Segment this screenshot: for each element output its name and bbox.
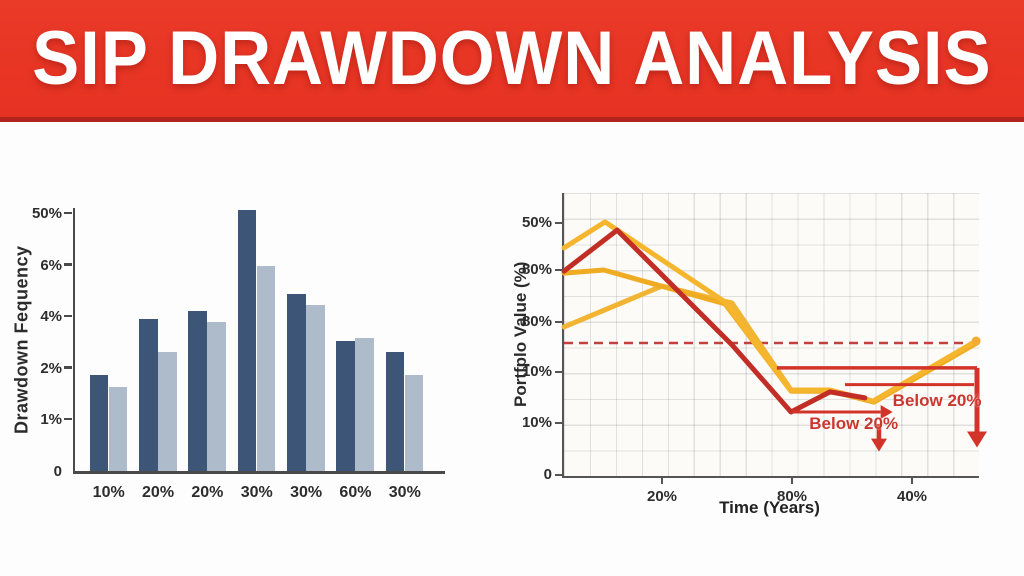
- bar-chart-x-tick-label: 20%: [191, 484, 224, 501]
- bar-chart-x-tick-label: 30%: [240, 484, 273, 501]
- line-chart-x-tick-label: 40%: [896, 488, 928, 505]
- bar-chart-y-tick-label: 2%: [40, 359, 62, 377]
- bar-chart-y-tick-label: 1%: [40, 411, 62, 429]
- bar-light-blue-bars: [404, 375, 424, 471]
- bar-dark-blue-bars: [385, 352, 405, 471]
- series-red-line: [561, 227, 868, 415]
- line-chart-x-tick-label: 20%: [646, 488, 678, 505]
- bar-light-blue-bars: [256, 265, 276, 471]
- bar-light-blue-bars: [158, 351, 177, 471]
- line-chart-x-tick-mark: [791, 478, 793, 484]
- bar-chart-y-tick-mark: [64, 263, 72, 266]
- line-chart-y-tick-mark: [555, 320, 562, 323]
- bar-chart-y-tick-label: 0: [53, 463, 62, 480]
- line-chart-y-tick-label: 50%: [521, 213, 552, 231]
- yellow-end-dot: [971, 336, 981, 346]
- annotation-below-20-left: Below 20%: [809, 413, 899, 433]
- line-chart-x-tick-mark: [661, 478, 663, 484]
- line-chart-y-tick-label: 80%: [521, 312, 552, 330]
- bar-chart-y-tick-mark: [64, 417, 72, 421]
- bar-light-blue-bars: [207, 321, 226, 471]
- line-chart-y-tick-mark: [555, 421, 562, 424]
- line-chart-y-tick-mark: [555, 473, 562, 476]
- banner: SIP DRAWDOWN ANALYSIS: [0, 0, 1024, 122]
- bar-chart-y-tick-mark: [64, 366, 72, 369]
- bar-chart-x-tick-label: 30%: [388, 484, 421, 501]
- bar-dark-blue-bars: [237, 209, 257, 471]
- line-chart-y-tick-mark: [555, 269, 562, 271]
- bar-chart-y-tick-mark: [64, 211, 72, 214]
- bar-dark-blue-bars: [89, 375, 109, 471]
- line-chart-y-axis-label: Portfplo Value (%): [511, 261, 530, 408]
- bar-chart-y-tick-label: 6%: [40, 256, 62, 274]
- annotation-below-20-right: Below 20%: [892, 390, 982, 410]
- line-chart-y-tick-label: 80%: [521, 261, 552, 278]
- bar-chart-x-tick-label: 60%: [339, 484, 372, 501]
- small-down-arrow-head: [870, 438, 887, 452]
- line-chart-y-tick-mark: [555, 221, 562, 224]
- line-chart-x-axis-label: Time (Years): [719, 498, 820, 517]
- bar-dark-blue-bars: [287, 293, 306, 471]
- bar-chart-y-tick-label: 50%: [31, 205, 62, 222]
- bar-chart-y-tick-label: 4%: [40, 308, 62, 326]
- line-chart-plot: Below 20% Below 20% 50% 80% 80% 10% 10% 0 20% 8…: [522, 193, 987, 505]
- bar-light-blue-bars: [108, 386, 128, 471]
- line-chart-y-tick-mark: [555, 370, 562, 373]
- line-chart-y-tick-label: 10%: [521, 413, 552, 431]
- line-chart-x-tick-mark: [911, 478, 913, 484]
- right-arrow-head: [880, 405, 893, 420]
- bar-chart-x-tick-label: 30%: [290, 484, 323, 501]
- series-yellow-line-middle: [561, 267, 980, 405]
- bar-chart-y-axis-label: Drawdown Fequency: [11, 245, 32, 434]
- bar-chart-y-tick-mark: [64, 314, 72, 318]
- bar-light-blue-bars: [306, 305, 325, 471]
- line-chart-y-tick-label: 10%: [521, 362, 552, 380]
- line-chart-y-tick-label: 0: [543, 465, 552, 483]
- big-down-arrow-head: [967, 431, 987, 448]
- bar-dark-blue-bars: [188, 310, 207, 471]
- bar-chart-x-tick-label: 20%: [142, 484, 175, 501]
- series-yellow-line-upper: [561, 219, 979, 404]
- bar-dark-blue-bars: [336, 340, 355, 471]
- bar-chart-plot: 0 1% 2% 4% 6% 50% 10% 20% 20% 30% 30% 60% 30%: [32, 205, 445, 501]
- bar-dark-blue-bars: [139, 318, 158, 471]
- line-chart-canvas: [561, 219, 987, 452]
- bar-light-blue-bars: [355, 338, 374, 471]
- bar-chart-x-tick-label: 10%: [92, 484, 125, 501]
- banner-title: SIP DRAWDOWN ANALYSIS: [32, 16, 992, 101]
- line-chart-x-tick-label: 80%: [776, 488, 808, 505]
